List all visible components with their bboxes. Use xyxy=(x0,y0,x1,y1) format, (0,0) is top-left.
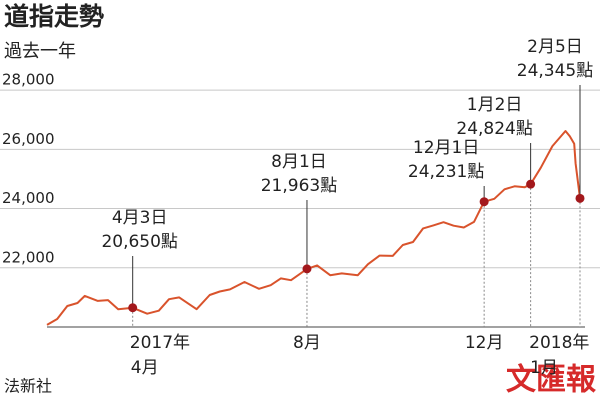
annotation-date: 8月1日 xyxy=(271,152,327,172)
watermark: 文匯報 xyxy=(506,363,597,398)
y-tick-label: 26,000 xyxy=(2,130,55,148)
annotation-value: 24,345點 xyxy=(517,61,593,81)
marker xyxy=(302,264,312,274)
annotation-date: 4月3日 xyxy=(112,208,168,228)
chart-subtitle: 過去一年 xyxy=(4,41,76,62)
source: 法新社 xyxy=(4,377,52,396)
marker xyxy=(479,197,489,207)
annotation-date: 2月5日 xyxy=(527,37,583,57)
y-tick-label: 22,000 xyxy=(2,248,55,266)
annotation-value: 20,650點 xyxy=(101,232,177,252)
annotation-value: 24,824點 xyxy=(456,119,532,139)
x-tick-label: 8月 xyxy=(293,333,321,353)
annotation-date: 12月1日 xyxy=(413,138,479,158)
annotation-value: 21,963點 xyxy=(261,176,337,196)
annotation-date: 1月2日 xyxy=(467,95,523,115)
marker xyxy=(575,193,585,203)
marker xyxy=(526,179,536,189)
marker xyxy=(128,303,138,313)
annotation-value: 24,231點 xyxy=(408,162,484,182)
y-tick-label: 24,000 xyxy=(2,189,55,207)
x-tick-label: 4月 xyxy=(131,358,159,378)
x-tick-year: 2017年 xyxy=(130,333,190,353)
x-tick-label: 1月 xyxy=(530,358,558,378)
chart-title: 道指走勢 xyxy=(4,2,104,31)
price-line xyxy=(46,130,581,326)
y-tick-label: 28,000 xyxy=(2,71,55,89)
x-tick-year: 2018年 xyxy=(529,333,589,353)
x-tick-label: 12月 xyxy=(465,333,504,353)
